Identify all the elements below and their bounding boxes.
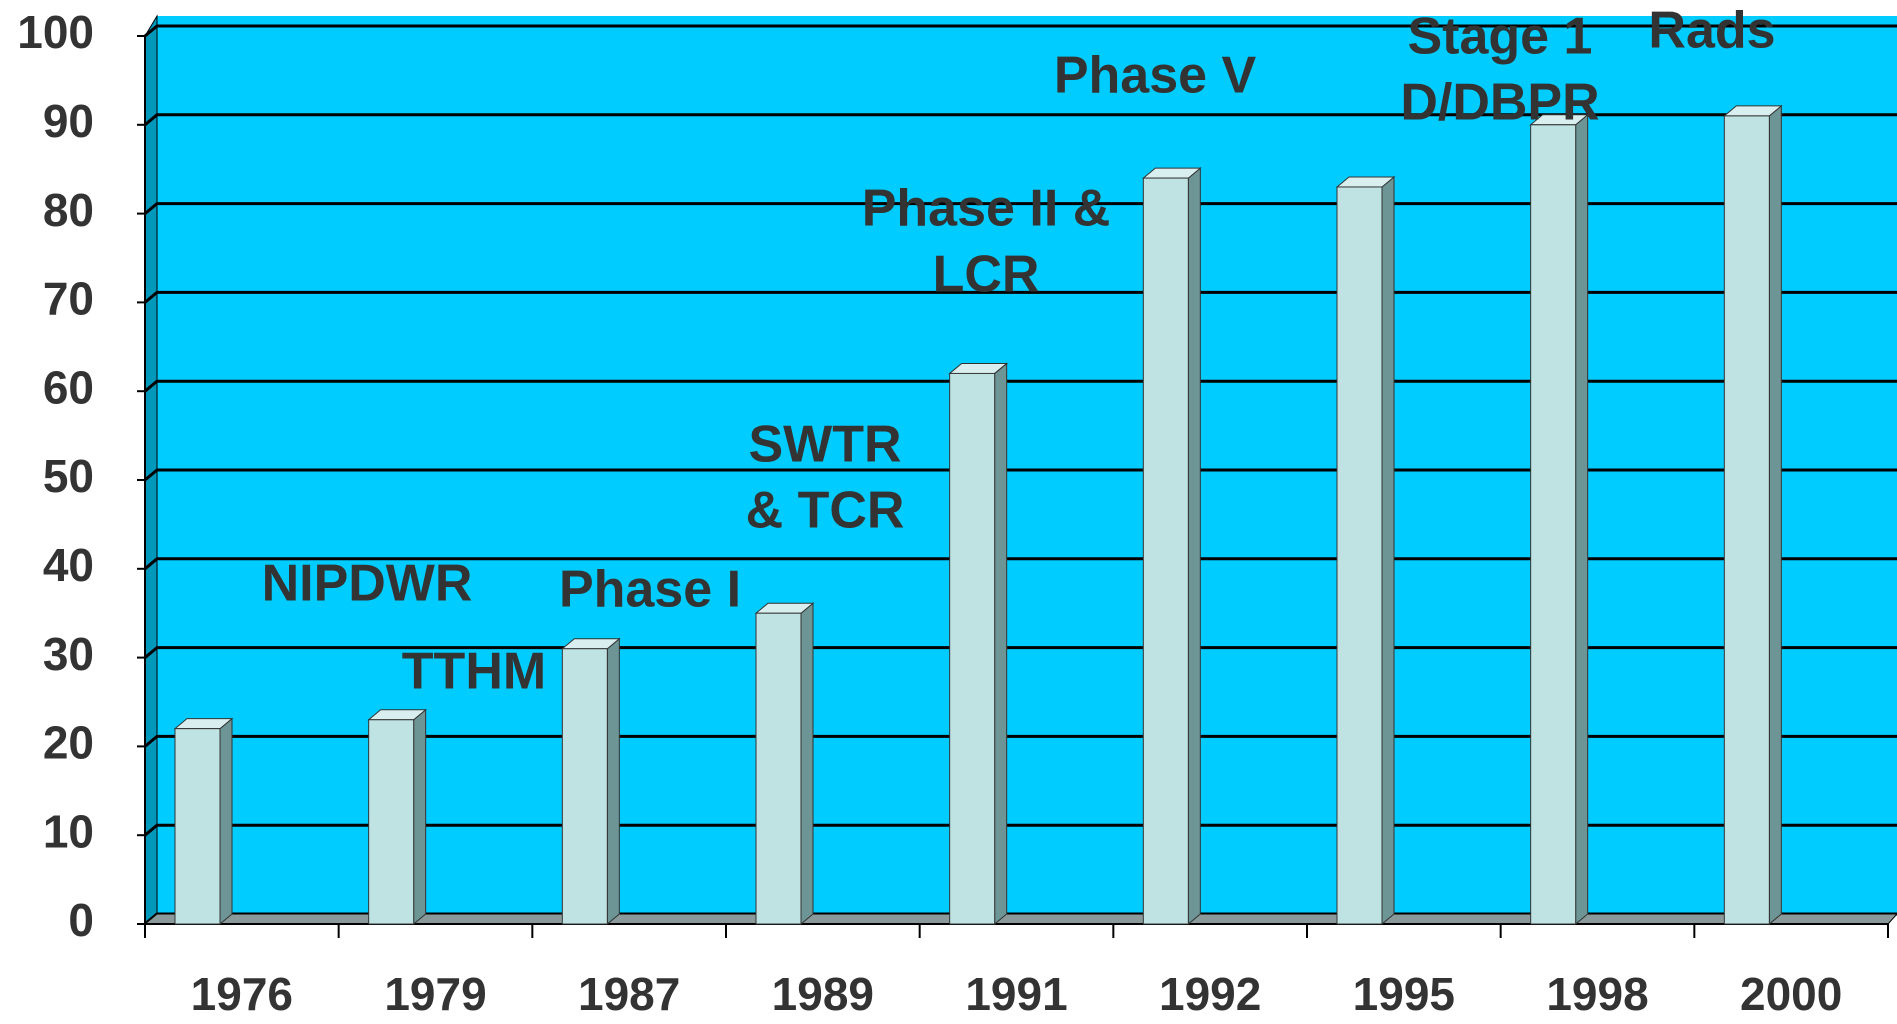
bar-side — [219, 717, 233, 926]
grid-line — [144, 379, 1897, 393]
x-tick-label: 1991 — [965, 968, 1067, 1020]
bar-front — [1530, 124, 1577, 925]
annotation: Rads — [1648, 2, 1775, 60]
x-tick-label: 1995 — [1353, 968, 1455, 1020]
y-tick-label: 30 — [43, 628, 94, 680]
bar-front — [949, 372, 996, 925]
y-tick-label: 10 — [43, 805, 94, 857]
y-tick-label: 20 — [43, 717, 94, 769]
bar — [1335, 175, 1396, 926]
annotation: Phase II & — [862, 180, 1111, 238]
bar-side — [1187, 167, 1201, 926]
bar-front — [1336, 186, 1383, 925]
bar-front — [1142, 177, 1189, 925]
bar-front — [1723, 115, 1770, 925]
x-tick-label: 1992 — [1159, 968, 1261, 1020]
y-tick-label: 40 — [43, 539, 94, 591]
bar — [560, 637, 621, 926]
bar — [173, 717, 234, 926]
grid-line — [144, 113, 1897, 126]
grid-line — [144, 468, 1897, 482]
x-tick-label: 1998 — [1546, 968, 1648, 1020]
bar — [1141, 167, 1202, 926]
bar-front — [368, 719, 415, 925]
plot-background — [157, 16, 1897, 914]
grid-line — [144, 290, 1897, 304]
y-tick-label: 70 — [43, 273, 94, 325]
grid-line — [144, 202, 1897, 215]
annotation: Phase V — [1054, 47, 1257, 105]
x-tick-label: 1989 — [772, 968, 874, 1020]
annotation: Phase I — [559, 561, 741, 619]
y-tick-label: 80 — [43, 184, 94, 236]
annotation: & TCR — [746, 482, 905, 540]
bar — [1722, 104, 1783, 926]
annotation: Stage 1 — [1408, 8, 1593, 66]
bar-side — [606, 637, 620, 926]
y-tick-label: 100 — [17, 6, 94, 58]
grid-line — [144, 557, 1897, 570]
bar-front — [561, 648, 608, 925]
grid-line — [144, 823, 1897, 837]
y-tick-label: 50 — [43, 450, 94, 502]
bar — [948, 362, 1009, 926]
annotation: D/DBPR — [1400, 74, 1599, 132]
x-tick-label: 1976 — [191, 968, 293, 1020]
annotation: LCR — [933, 246, 1040, 304]
bar — [754, 602, 815, 926]
y-tick-label: 0 — [68, 894, 94, 946]
grid-line — [144, 734, 1897, 748]
bar-side — [413, 708, 427, 926]
annotation: NIPDWR — [262, 555, 473, 613]
bar-front — [174, 728, 221, 925]
annotation: SWTR — [748, 416, 901, 474]
bar-side — [1768, 104, 1782, 926]
bar-side — [1575, 113, 1589, 926]
x-tick-label: 1987 — [578, 968, 680, 1020]
x-tick-label: 1979 — [384, 968, 486, 1020]
bar-side — [800, 602, 814, 926]
bar-side — [1381, 175, 1395, 926]
y-tick-label: 60 — [43, 361, 94, 413]
bar — [367, 708, 428, 926]
bar — [1529, 113, 1590, 926]
x-tick-label: 2000 — [1740, 968, 1842, 1020]
bar-side — [994, 362, 1008, 926]
grid-line — [144, 646, 1897, 659]
y-tick-label: 90 — [43, 95, 94, 147]
bar-front — [755, 612, 802, 925]
annotation: TTHM — [402, 643, 546, 701]
grid-line — [144, 24, 1897, 38]
